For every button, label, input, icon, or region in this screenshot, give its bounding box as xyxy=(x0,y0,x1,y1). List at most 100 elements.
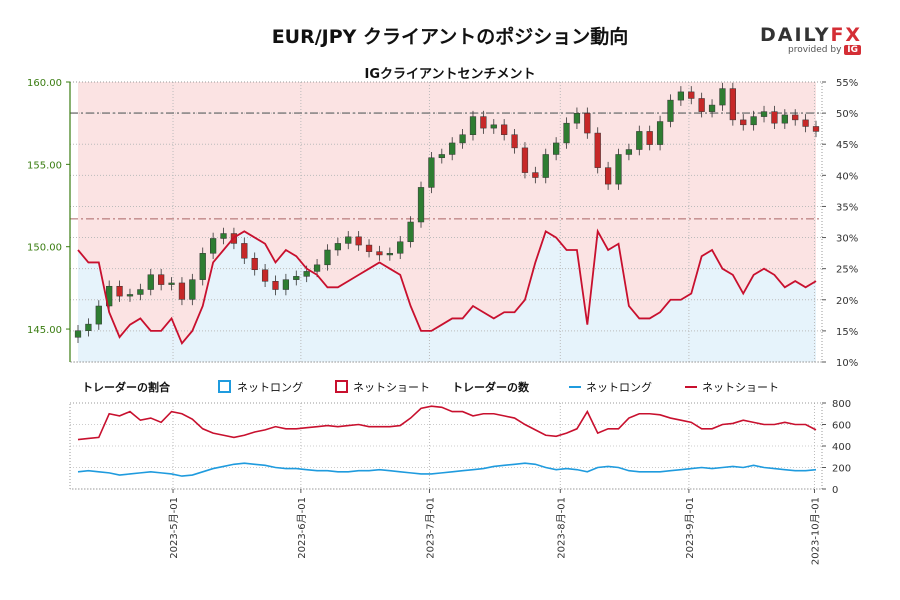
candle-body xyxy=(636,131,643,150)
counts-tick-label: 0 xyxy=(832,485,838,496)
ratio-tick-label: 45% xyxy=(836,140,858,151)
candle-body xyxy=(365,244,373,252)
date-axis: 2023-5月-01 2023-6月-01 2023-7月-01 2023-8月-01… xyxy=(168,489,821,565)
candle-body xyxy=(272,281,279,290)
legend-ratio-title: トレーダーの割合 xyxy=(82,380,171,394)
price-tick-label: 160.00 xyxy=(27,78,62,89)
counts-tick-label: 400 xyxy=(832,442,851,453)
date-tick-label: 2023-8月-01 xyxy=(555,497,567,559)
candle-body xyxy=(345,236,352,244)
candle-body xyxy=(625,149,633,155)
ratio-tick-label: 20% xyxy=(836,296,858,307)
candle-body xyxy=(677,91,684,101)
ratio-tick-label: 10% xyxy=(836,358,858,369)
counts-grid xyxy=(70,402,822,490)
ratio-tick-label: 30% xyxy=(836,234,858,245)
candle-body xyxy=(241,243,248,259)
candle-body xyxy=(646,131,653,145)
date-tick-label: 2023-7月-01 xyxy=(424,497,436,559)
legend-ratio-long-swatch xyxy=(218,380,231,393)
candle-body xyxy=(563,122,570,144)
candle-body xyxy=(688,91,695,99)
candle-body xyxy=(573,113,581,124)
candle-body xyxy=(594,132,601,168)
legend-ratio-long-label: ネットロング xyxy=(237,380,303,394)
candle-body xyxy=(95,305,102,325)
candle-body xyxy=(355,236,362,246)
price-tick-label: 145.00 xyxy=(27,325,62,336)
candle-body xyxy=(303,271,310,277)
candle-body xyxy=(261,269,269,282)
candle-body xyxy=(771,111,778,124)
candle-body xyxy=(386,253,393,256)
candle-body xyxy=(251,257,258,271)
price-tick-label: 155.00 xyxy=(27,160,62,171)
candle-body xyxy=(168,282,175,285)
candle-body xyxy=(189,279,196,300)
candle-body xyxy=(137,289,144,295)
candle-body xyxy=(760,111,768,117)
date-tick-label: 2023-6月-01 xyxy=(296,497,308,559)
candle-body xyxy=(584,113,591,134)
ratio-lines xyxy=(77,228,817,346)
candle-body xyxy=(147,274,154,290)
date-tick-label: 2023-9月-01 xyxy=(684,497,696,559)
candle-body xyxy=(449,142,456,155)
ratio-tick-label: 25% xyxy=(836,265,858,276)
candle-body xyxy=(158,274,165,285)
candle-body xyxy=(116,285,123,297)
logo-brand-left: DAILY xyxy=(760,24,831,46)
legend-count-title: トレーダーの数 xyxy=(452,380,530,394)
counts-lines xyxy=(77,405,817,477)
candle-body xyxy=(199,253,206,280)
candle-body xyxy=(407,221,414,243)
candle-body xyxy=(293,276,300,280)
candle-body xyxy=(85,323,92,331)
price-axis: 145.00 150.00 155.00 160.00 xyxy=(27,78,71,362)
price-candles xyxy=(74,82,820,344)
candle-body xyxy=(501,124,508,135)
candle-body xyxy=(615,154,622,185)
ratio-axis: 10% 15% 20% 25% 30% 35% 40% 45% 50% 55% xyxy=(822,78,858,369)
candle-body xyxy=(397,241,404,254)
candle-body xyxy=(438,154,445,159)
legend: トレーダーの割合 ネットロング ネットショート トレーダーの数 ネットロング ネ… xyxy=(82,380,779,394)
candle-body xyxy=(719,88,726,106)
candle-body xyxy=(511,134,518,149)
dailyfx-logo: DAILYFX provided by IG xyxy=(760,24,870,55)
short-area xyxy=(78,82,816,344)
candle-body xyxy=(282,279,290,290)
chart-subtitle: IGクライアントセンチメント xyxy=(364,67,536,82)
candle-body xyxy=(469,116,477,135)
candle-body xyxy=(698,98,705,112)
date-tick-label: 2023-5月-01 xyxy=(168,497,180,559)
candle-body xyxy=(792,114,799,121)
ratio-tick-label: 35% xyxy=(836,202,858,213)
candle-body xyxy=(459,134,466,144)
candle-body xyxy=(750,116,757,126)
counts-tick-label: 200 xyxy=(832,464,851,475)
candle-body xyxy=(802,119,809,127)
candle-body xyxy=(324,249,331,266)
counts-short-line xyxy=(77,405,817,441)
counts-axis: 0 200 400 600 800 xyxy=(822,399,851,496)
candle-body xyxy=(417,187,425,223)
candle-body xyxy=(656,121,664,145)
logo-brand-right: FX xyxy=(830,24,863,46)
candle-body xyxy=(178,282,186,300)
ratio-short-line xyxy=(77,228,817,346)
candle-body xyxy=(553,142,560,155)
candle-body xyxy=(781,114,788,124)
logo-provided-by: provided by xyxy=(788,45,842,55)
candle-body xyxy=(490,124,497,129)
ig-logo-icon: IG xyxy=(844,45,862,55)
ratio-area-fills xyxy=(78,82,816,362)
price-tick-label: 150.00 xyxy=(27,243,62,254)
candle-body xyxy=(480,116,487,129)
counts-tick-label: 600 xyxy=(832,421,851,432)
candle-body xyxy=(210,238,217,254)
candle-body xyxy=(708,104,716,112)
ratio-tick-label: 15% xyxy=(836,327,858,338)
ratio-tick-label: 40% xyxy=(836,171,858,182)
